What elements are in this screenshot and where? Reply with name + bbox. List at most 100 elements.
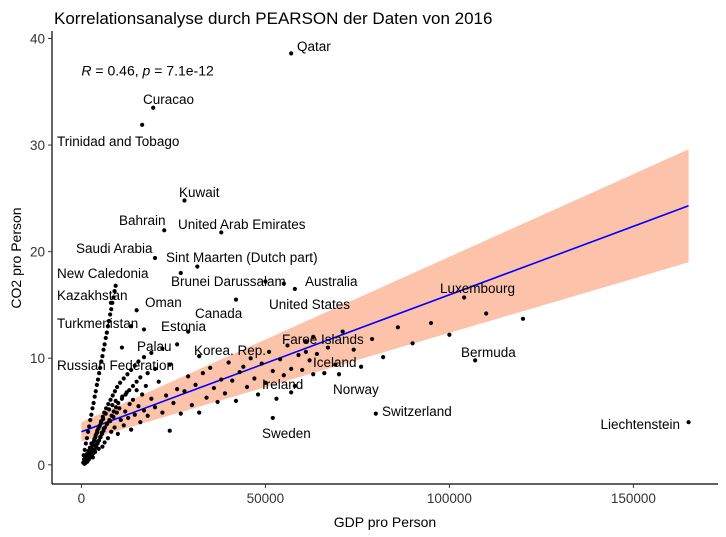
data-point xyxy=(237,369,242,375)
data-point xyxy=(123,392,128,397)
annotation-p-symbol: p xyxy=(142,62,151,78)
data-point xyxy=(171,400,176,406)
data-point xyxy=(110,403,115,408)
correlation-annotation: R = 0.46, p = 7.1e-12 xyxy=(81,62,214,78)
labeled-data-point xyxy=(289,390,294,395)
data-point xyxy=(211,385,217,391)
point-label-kazakhstan: Kazakhstan xyxy=(57,288,128,303)
data-point xyxy=(106,318,112,324)
data-point xyxy=(117,406,122,411)
data-point xyxy=(447,332,452,337)
labeled-data-point xyxy=(140,122,145,127)
data-point xyxy=(134,379,139,384)
point-label-kuwait: Kuwait xyxy=(179,185,220,200)
point-label-turkmenistan: Turkmenistan xyxy=(57,316,138,331)
data-point xyxy=(163,393,169,398)
data-point xyxy=(189,403,194,408)
point-label-palau: Palau xyxy=(137,339,172,354)
data-point xyxy=(244,384,250,390)
data-point xyxy=(322,371,327,376)
data-point xyxy=(410,341,415,346)
data-point xyxy=(102,425,108,430)
data-point xyxy=(484,311,489,316)
point-label-sweden: Sweden xyxy=(262,426,311,441)
data-point xyxy=(96,371,102,376)
point-label-ireland: Ireland xyxy=(262,377,303,392)
data-point xyxy=(81,453,86,458)
data-point xyxy=(395,325,400,330)
data-point xyxy=(102,342,107,347)
data-point xyxy=(167,362,172,367)
data-point xyxy=(333,362,338,367)
data-point xyxy=(278,357,283,362)
point-label-switzerland: Switzerland xyxy=(382,404,452,419)
data-point xyxy=(98,365,103,370)
labeled-data-point xyxy=(141,327,147,332)
data-point xyxy=(270,368,275,374)
y-tick-label: 10 xyxy=(30,351,45,366)
labeled-data-point xyxy=(270,415,275,421)
data-point xyxy=(113,405,119,410)
data-point xyxy=(130,397,136,402)
data-point xyxy=(105,436,111,441)
labeled-data-point xyxy=(233,297,239,302)
data-point xyxy=(118,417,123,423)
data-point xyxy=(314,351,320,357)
data-point xyxy=(149,396,154,401)
data-point xyxy=(116,400,121,406)
point-label-liechtenstein: Liechtenstein xyxy=(600,417,680,432)
data-point xyxy=(112,288,117,294)
data-point xyxy=(300,367,305,373)
data-point xyxy=(89,412,94,417)
data-point xyxy=(106,401,111,407)
point-label-qatar: Qatar xyxy=(297,39,331,54)
data-point xyxy=(96,438,102,443)
data-point xyxy=(94,444,99,449)
labeled-data-point xyxy=(292,286,297,292)
data-point xyxy=(233,398,239,403)
regression-line-layer xyxy=(81,205,689,433)
point-label-new-caledonia: New Caledonia xyxy=(57,266,149,281)
data-point xyxy=(101,428,106,433)
data-point xyxy=(99,431,105,437)
data-point xyxy=(109,429,114,434)
data-point xyxy=(381,355,386,360)
data-point xyxy=(307,358,312,363)
data-point xyxy=(145,413,150,418)
regression-line xyxy=(81,205,689,433)
data-point xyxy=(113,283,118,288)
data-point xyxy=(303,339,308,344)
data-point xyxy=(93,435,98,440)
data-point xyxy=(219,377,224,382)
data-point xyxy=(119,396,125,401)
labeled-data-point xyxy=(178,270,183,276)
data-point xyxy=(289,366,294,371)
point-label-luxembourg: Luxembourg xyxy=(440,281,515,296)
data-point xyxy=(160,410,165,415)
data-point xyxy=(102,440,107,445)
data-point xyxy=(95,377,101,382)
data-point xyxy=(197,410,202,415)
data-point xyxy=(91,400,96,406)
labeled-data-point xyxy=(182,198,187,203)
data-point xyxy=(167,428,172,433)
data-point xyxy=(149,350,154,355)
data-point xyxy=(252,376,257,381)
axes xyxy=(51,31,718,485)
data-point xyxy=(111,295,116,300)
data-point xyxy=(175,387,180,392)
data-point xyxy=(200,371,205,376)
data-point xyxy=(110,393,115,398)
data-point xyxy=(248,356,253,361)
labeled-data-point xyxy=(186,329,191,334)
x-tick-label: 100000 xyxy=(427,491,472,506)
data-point xyxy=(138,375,143,380)
data-point xyxy=(141,355,147,360)
point-labels-layer: Qatar Curacao Trinidad and Tobago Kuwait Bah… xyxy=(57,39,680,441)
point-label-brunei-darussalam: Brunei Darussalam xyxy=(171,274,286,289)
confidence-band-layer xyxy=(81,149,689,442)
data-point xyxy=(226,360,231,365)
point-label-trinidad-and-tobago: Trinidad and Tobago xyxy=(57,134,179,149)
data-point xyxy=(104,330,109,335)
data-point xyxy=(121,423,126,428)
